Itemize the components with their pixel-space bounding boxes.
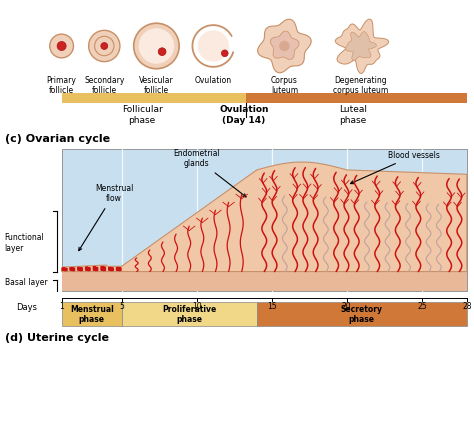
- Text: 1: 1: [59, 302, 64, 311]
- Text: 5: 5: [119, 302, 124, 311]
- FancyBboxPatch shape: [246, 93, 467, 103]
- Text: 25: 25: [417, 302, 427, 311]
- Ellipse shape: [139, 28, 174, 64]
- Text: Secretory
phase: Secretory phase: [341, 304, 383, 324]
- Polygon shape: [335, 19, 389, 74]
- Ellipse shape: [89, 30, 120, 62]
- Text: Follicular
phase: Follicular phase: [122, 105, 163, 124]
- Text: Menstrual
flow: Menstrual flow: [79, 184, 133, 251]
- Text: (c) Ovarian cycle: (c) Ovarian cycle: [5, 134, 110, 144]
- Polygon shape: [346, 32, 376, 60]
- Text: Vesicular
follicle: Vesicular follicle: [139, 76, 174, 95]
- Ellipse shape: [279, 41, 290, 51]
- Text: Proliferative
phase: Proliferative phase: [162, 304, 216, 324]
- Text: Degenerating
corpus luteum: Degenerating corpus luteum: [333, 76, 388, 95]
- Ellipse shape: [221, 50, 228, 57]
- Text: 20: 20: [342, 302, 352, 311]
- Text: Endometrial
glands: Endometrial glands: [173, 149, 246, 197]
- Ellipse shape: [134, 23, 179, 69]
- Text: 10: 10: [192, 302, 201, 311]
- FancyBboxPatch shape: [62, 272, 467, 291]
- Polygon shape: [270, 31, 299, 60]
- Polygon shape: [62, 162, 467, 272]
- Text: Primary
follicle: Primary follicle: [46, 76, 77, 95]
- Text: 15: 15: [267, 302, 276, 311]
- Text: Secondary
follicle: Secondary follicle: [84, 76, 125, 95]
- Text: Ovulation: Ovulation: [195, 76, 232, 85]
- Text: Corpus
luteum: Corpus luteum: [271, 76, 298, 95]
- Text: Basal layer: Basal layer: [5, 278, 47, 287]
- Text: Blood vessels: Blood vessels: [350, 151, 440, 184]
- FancyBboxPatch shape: [62, 149, 467, 291]
- FancyBboxPatch shape: [62, 302, 122, 326]
- Text: Ovulation
(Day 14): Ovulation (Day 14): [219, 105, 269, 124]
- Text: Luteal
phase: Luteal phase: [339, 105, 367, 124]
- Text: Days: Days: [17, 303, 37, 312]
- Text: 28: 28: [462, 302, 472, 311]
- FancyBboxPatch shape: [257, 302, 467, 326]
- Ellipse shape: [50, 34, 73, 58]
- Ellipse shape: [158, 48, 166, 56]
- Text: (d) Uterine cycle: (d) Uterine cycle: [5, 333, 109, 343]
- Polygon shape: [257, 19, 311, 73]
- FancyBboxPatch shape: [62, 93, 246, 103]
- Ellipse shape: [57, 42, 66, 50]
- Ellipse shape: [95, 36, 114, 56]
- Text: Menstrual
phase: Menstrual phase: [70, 304, 113, 324]
- FancyBboxPatch shape: [122, 302, 257, 326]
- Polygon shape: [198, 30, 229, 62]
- Text: Functional
layer: Functional layer: [5, 233, 45, 253]
- Ellipse shape: [101, 42, 108, 49]
